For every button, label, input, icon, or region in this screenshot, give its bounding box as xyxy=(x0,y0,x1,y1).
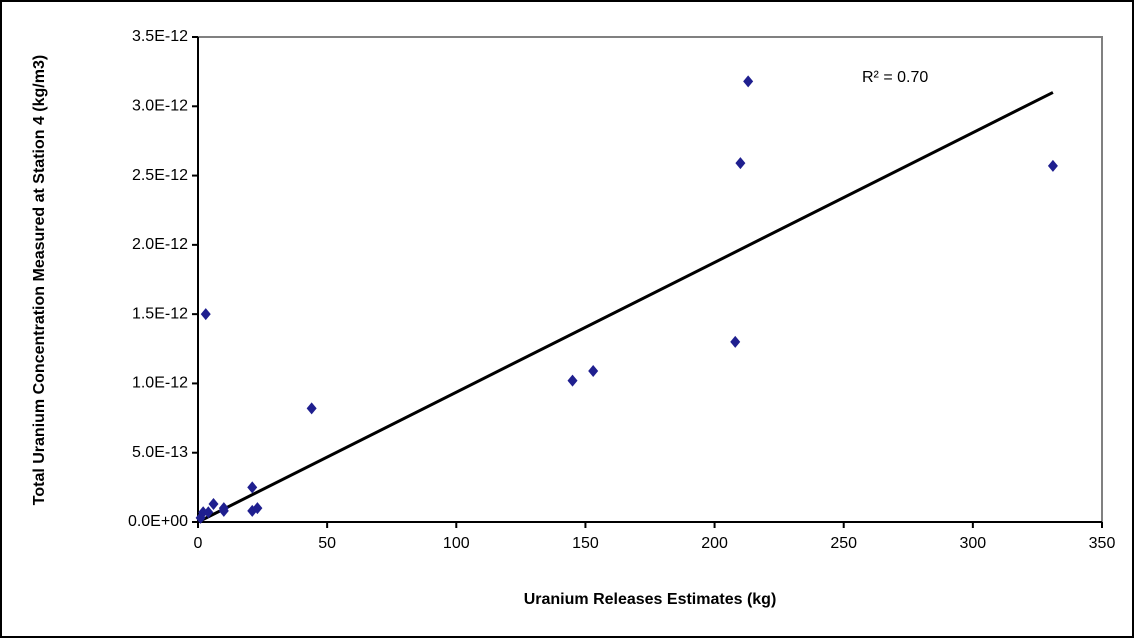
data-point xyxy=(588,364,599,377)
y-tick-label: 3.5E-12 xyxy=(132,28,188,45)
data-point xyxy=(743,75,754,88)
y-tick-label: 2.0E-12 xyxy=(132,236,188,253)
data-point xyxy=(203,506,214,519)
data-point xyxy=(1047,159,1058,172)
trendline xyxy=(197,91,1054,524)
x-tick-label: 250 xyxy=(830,535,857,552)
x-axis-label: Uranium Releases Estimates (kg) xyxy=(524,591,777,608)
data-point xyxy=(735,157,746,170)
data-point xyxy=(218,504,229,517)
y-tick-label: 1.0E-12 xyxy=(132,375,188,392)
data-point xyxy=(306,402,317,415)
x-tick-label: 100 xyxy=(443,535,470,552)
data-point xyxy=(252,502,263,515)
x-tick-label: 350 xyxy=(1089,535,1116,552)
y-tick-label: 0.0E+00 xyxy=(128,513,188,530)
annotation: R² = 0.70 xyxy=(862,69,928,86)
x-tick-label: 0 xyxy=(194,535,203,552)
y-tick-label: 5.0E-13 xyxy=(132,444,188,461)
x-tick-label: 150 xyxy=(572,535,599,552)
y-tick-label: 1.5E-12 xyxy=(132,305,188,322)
data-point xyxy=(208,497,219,510)
y-tick-label: 3.0E-12 xyxy=(132,98,188,115)
x-tick-label: 200 xyxy=(701,535,728,552)
x-tick-label: 300 xyxy=(960,535,987,552)
y-tick-label: 2.5E-12 xyxy=(132,167,188,184)
data-point xyxy=(247,481,258,494)
data-point xyxy=(200,308,211,321)
data-point xyxy=(730,335,741,348)
data-point xyxy=(567,374,578,387)
data-point xyxy=(195,511,206,524)
y-axis-label: Total Uranium Concentration Measured at … xyxy=(31,55,48,505)
x-tick-label: 50 xyxy=(318,535,336,552)
